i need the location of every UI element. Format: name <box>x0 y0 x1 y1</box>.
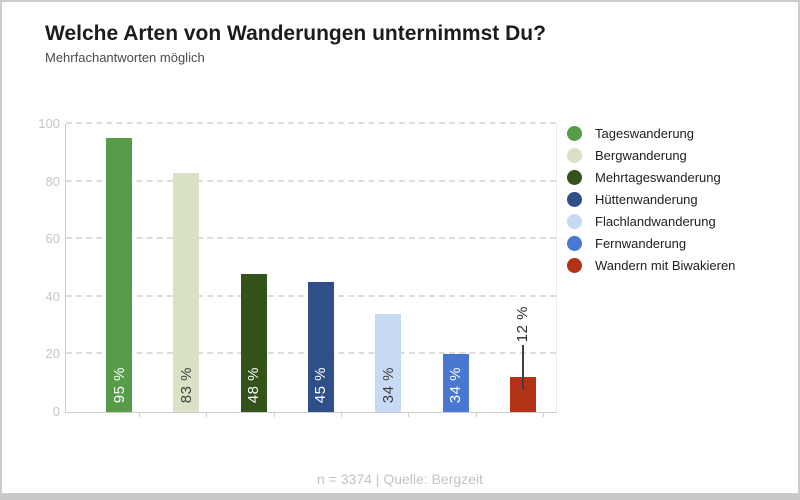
y-axis-label-80: 80 <box>45 173 60 189</box>
bar-value-label: 45 % <box>312 366 330 403</box>
legend-swatch-icon <box>567 191 582 207</box>
bar-6: 34 % <box>442 354 469 412</box>
chart-footnote: n = 3374 | Quelle: Bergzeit <box>317 471 483 487</box>
legend-item-label: Mehrtageswanderung <box>595 169 721 185</box>
x-tick-2 <box>206 413 208 417</box>
bar-label-wrap: 48 % <box>241 367 267 403</box>
legend-swatch-icon <box>567 147 582 163</box>
legend-item-label: Bergwanderung <box>595 147 687 163</box>
y-axis-label-60: 60 <box>45 231 60 247</box>
bar-1: 95 % <box>106 138 132 412</box>
bar-value-label: 34 % <box>379 366 397 403</box>
legend-item-label: Wandern mit Biwakieren <box>595 257 736 273</box>
x-tick-4 <box>340 413 342 417</box>
bar-value-label: 34 % <box>447 366 465 403</box>
legend-item-2: Bergwanderung <box>567 144 735 166</box>
bar-label-wrap: 45 % <box>308 367 334 403</box>
legend-item-6: Fernwanderung <box>567 232 735 254</box>
gridline-60 <box>66 237 556 240</box>
outside-label-wrap: 12 % <box>503 306 543 342</box>
bar-value-label: 48 % <box>245 366 263 403</box>
bar-3: 48 % <box>240 273 267 412</box>
legend-swatch-icon <box>567 257 582 273</box>
y-axis-label-40: 40 <box>45 288 60 304</box>
bar-label-wrap: 95 % <box>106 367 132 403</box>
y-axis-label-20: 20 <box>45 346 60 362</box>
y-axis-label-0: 0 <box>52 404 60 419</box>
bar-label-wrap: 34 % <box>443 367 469 403</box>
bar-value-label: 12 % <box>514 305 532 342</box>
legend-item-7: Wandern mit Biwakieren <box>567 254 735 276</box>
legend-item-label: Hüttenwanderung <box>595 191 698 207</box>
y-axis-label-100: 100 <box>38 116 60 131</box>
legend: Tageswanderung Bergwanderung Mehrtageswand… <box>567 122 735 276</box>
legend-item-4: Hüttenwanderung <box>567 188 735 210</box>
plot-area: 95 % 83 % 48 % 45 % 34 % 34 % 12 % <box>65 122 557 413</box>
label-leader-line <box>521 345 524 390</box>
gridline-100 <box>66 122 556 124</box>
legend-item-3: Mehrtageswanderung <box>567 166 735 188</box>
bar-value-label: 95 % <box>110 366 128 403</box>
chart-subtitle: Mehrfachantworten möglich <box>45 50 205 65</box>
legend-item-5: Flachlandwanderung <box>567 210 735 232</box>
bar-4: 45 % <box>307 282 334 412</box>
legend-item-1: Tageswanderung <box>567 122 735 144</box>
x-tick-5 <box>408 413 410 417</box>
legend-item-label: Fernwanderung <box>595 235 687 251</box>
bar-label-wrap: 83 % <box>173 367 199 403</box>
x-tick-7 <box>542 413 544 417</box>
x-tick-6 <box>475 413 477 417</box>
legend-item-label: Flachlandwanderung <box>595 213 716 229</box>
bar-label-wrap: 34 % <box>375 367 401 403</box>
legend-swatch-icon <box>567 169 582 185</box>
legend-swatch-icon <box>567 125 582 141</box>
bar-2: 83 % <box>173 172 200 412</box>
x-tick-1 <box>139 413 140 417</box>
gridline-80 <box>66 179 556 182</box>
legend-item-label: Tageswanderung <box>595 125 695 141</box>
x-tick-3 <box>273 413 275 417</box>
legend-swatch-icon <box>567 213 582 229</box>
legend-swatch-icon <box>567 235 582 251</box>
bar-5: 34 % <box>375 314 402 412</box>
chart-title: Welche Arten von Wanderungen unternimmst… <box>45 22 546 45</box>
bar-value-label: 83 % <box>177 366 195 403</box>
